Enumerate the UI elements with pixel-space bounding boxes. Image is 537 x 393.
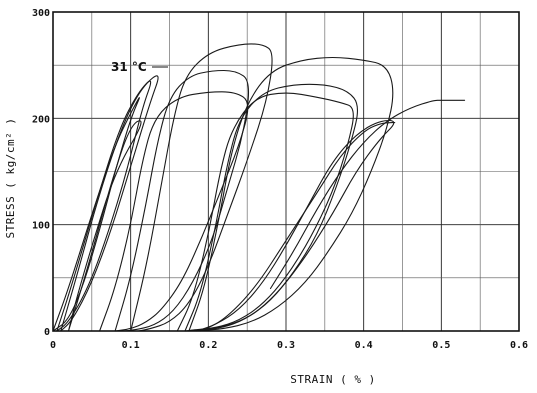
y-tick-label: 100: [32, 221, 50, 232]
x-tick-label: 0.5: [432, 340, 450, 351]
hysteresis-loop-1: [52, 97, 140, 332]
plot-frame: [52, 11, 520, 332]
hysteresis-loop-13: [269, 99, 466, 290]
hysteresis-loop-2: [56, 80, 152, 332]
hysteresis-loop-5: [99, 91, 249, 332]
x-tick-labels: 0 0.1 0.2 0.3 0.4 0.5 0.6: [50, 340, 528, 351]
y-tick-label: 0: [44, 327, 50, 338]
y-tick-labels: 0 100 200 300: [32, 8, 50, 338]
series-group: [52, 43, 466, 332]
y-axis-label: STRESS ( kg/cm² ): [4, 117, 17, 238]
x-axis-label: STRAIN ( % ): [290, 373, 375, 386]
hysteresis-loop-10: [188, 56, 394, 332]
hysteresis-loop-4: [67, 120, 142, 332]
y-tick-label: 300: [32, 8, 50, 19]
x-tick-label: 0.2: [199, 340, 217, 351]
x-tick-label: 0: [50, 340, 56, 351]
x-tick-label: 0.6: [510, 340, 528, 351]
hysteresis-loop-3: [60, 75, 159, 332]
x-tick-label: 0.1: [122, 340, 140, 351]
hysteresis-loop-12: [200, 122, 396, 332]
hysteresis-loop-6: [114, 69, 250, 332]
x-tick-label: 0.3: [277, 340, 295, 351]
temperature-annotation: 31 °C: [111, 60, 147, 74]
x-tick-label: 0.4: [355, 340, 373, 351]
y-tick-label: 200: [32, 114, 50, 125]
hysteresis-loop-8: [176, 92, 354, 332]
